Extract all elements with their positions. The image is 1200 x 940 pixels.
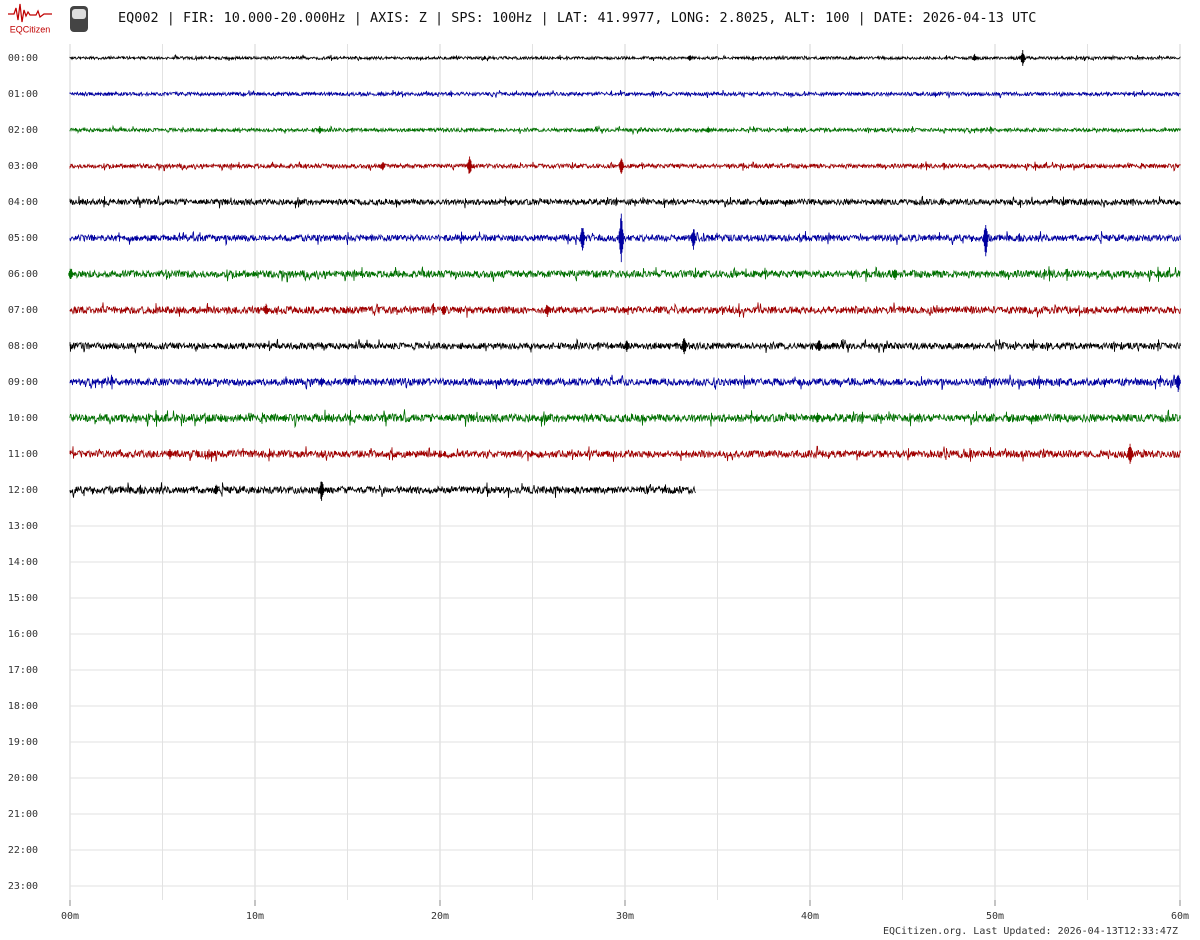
- event: [983, 224, 989, 257]
- row-label: 01:00: [8, 89, 38, 100]
- row-label: 19:00: [8, 737, 38, 748]
- event: [687, 55, 693, 61]
- event: [681, 338, 687, 355]
- event: [380, 162, 386, 171]
- row-label: 08:00: [8, 341, 38, 352]
- event: [618, 158, 624, 174]
- event: [319, 377, 325, 387]
- footer: EQCitizen.org. Last Updated: 2026-04-13T…: [883, 926, 1178, 937]
- row-label: 23:00: [8, 881, 38, 892]
- row-label: 18:00: [8, 701, 38, 712]
- event: [441, 305, 447, 315]
- row-label: 15:00: [8, 593, 38, 604]
- row-label: 10:00: [8, 413, 38, 424]
- x-tick-label: 30m: [616, 911, 634, 922]
- event: [167, 449, 173, 460]
- event: [467, 156, 473, 174]
- event: [690, 229, 696, 250]
- event: [319, 481, 325, 501]
- trace: [69, 409, 1181, 429]
- trace: [69, 89, 1181, 99]
- event: [705, 126, 711, 133]
- row-label: 20:00: [8, 773, 38, 784]
- x-tick-label: 50m: [986, 911, 1004, 922]
- event: [544, 304, 550, 318]
- row-label: 21:00: [8, 809, 38, 820]
- logo-wave: [8, 3, 52, 23]
- trace: [69, 230, 1181, 247]
- trace: [69, 54, 1181, 62]
- sensor-icon-top: [72, 9, 86, 19]
- trace: [69, 266, 1181, 283]
- event: [213, 484, 219, 495]
- x-tick-label: 40m: [801, 911, 819, 922]
- event: [972, 53, 978, 61]
- event: [1020, 50, 1026, 66]
- brand: EQCitizen: [10, 24, 51, 34]
- trace: [69, 482, 696, 498]
- trace: [69, 195, 1181, 209]
- chart-title: EQ002 | FIR: 10.000-20.000Hz | AXIS: Z |…: [118, 10, 1036, 26]
- logo: EQCitizen: [8, 3, 88, 34]
- row-label: 14:00: [8, 557, 38, 568]
- row-label: 06:00: [8, 269, 38, 280]
- event: [1127, 443, 1133, 464]
- row-label: 00:00: [8, 53, 38, 64]
- event: [263, 303, 269, 315]
- row-label: 12:00: [8, 485, 38, 496]
- row-label: 13:00: [8, 521, 38, 532]
- row-label: 11:00: [8, 449, 38, 460]
- trace: [69, 374, 1181, 391]
- event: [624, 340, 630, 352]
- event: [814, 412, 820, 423]
- trace: [69, 161, 1181, 172]
- event: [1175, 374, 1181, 392]
- x-tick-label: 60m: [1171, 911, 1189, 922]
- event: [579, 227, 585, 251]
- event: [317, 126, 323, 134]
- trace: [69, 302, 1181, 318]
- row-label: 22:00: [8, 845, 38, 856]
- row-label: 04:00: [8, 197, 38, 208]
- x-tick-label: 20m: [431, 911, 449, 922]
- row-label: 07:00: [8, 305, 38, 316]
- trace: [69, 124, 1181, 136]
- row-label: 03:00: [8, 161, 38, 172]
- event: [618, 213, 624, 263]
- event: [892, 269, 898, 280]
- event: [816, 340, 822, 351]
- row-label: 02:00: [8, 125, 38, 136]
- trace: [69, 445, 1181, 462]
- row-label: 09:00: [8, 377, 38, 388]
- x-tick-label: 10m: [246, 911, 264, 922]
- event: [68, 268, 74, 279]
- row-label: 05:00: [8, 233, 38, 244]
- x-tick-label: 00m: [61, 911, 79, 922]
- row-label: 17:00: [8, 665, 38, 676]
- row-label: 16:00: [8, 629, 38, 640]
